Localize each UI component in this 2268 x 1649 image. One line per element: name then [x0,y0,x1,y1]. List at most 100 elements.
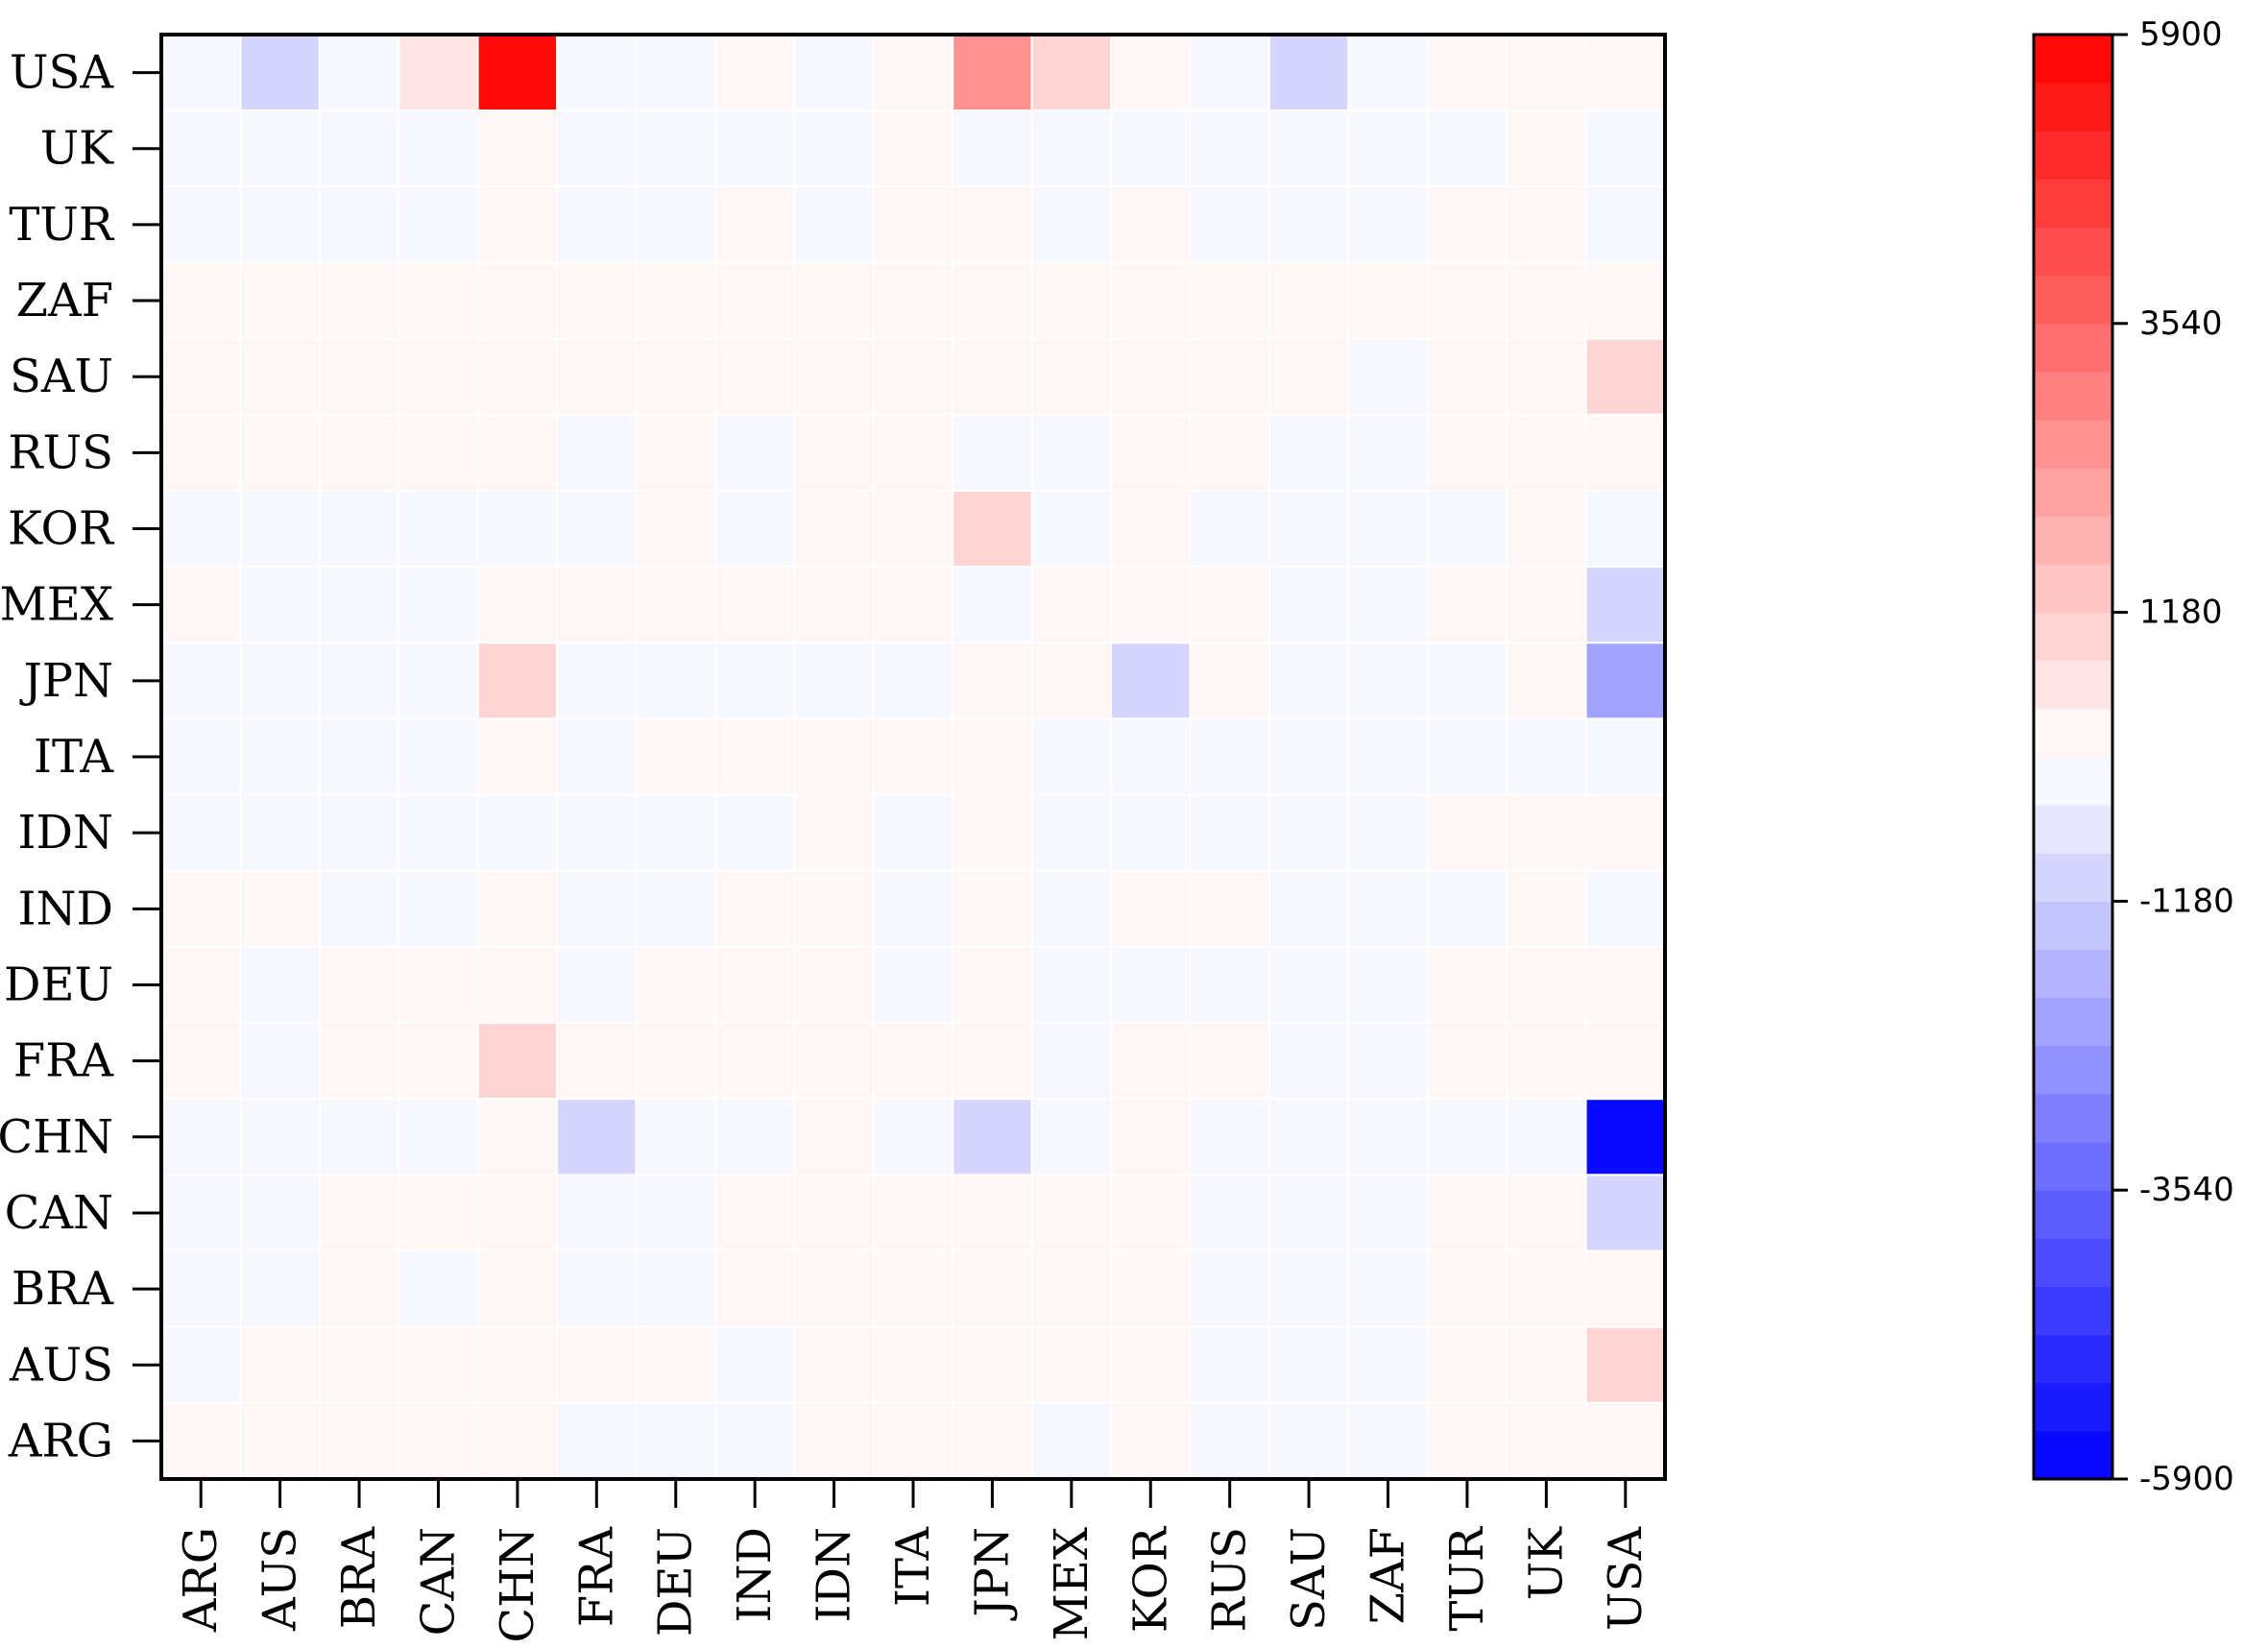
heatmap-cell-can-idn [793,1174,875,1252]
colorbar-tick-label: 3540 [2139,304,2223,343]
heatmap-cell-kor-arg [160,489,242,569]
colorbar-step [2034,323,2112,373]
x-tick-label: USA [1599,1526,1653,1631]
heatmap-cell-usa-ind [713,34,796,112]
heatmap-cell-mex-ita [872,566,954,644]
heatmap-cell-aus-uk [1506,1325,1587,1404]
heatmap-cell-uk-jpn [952,109,1033,188]
heatmap-cell-fra-tur [1426,1022,1508,1101]
heatmap-cell-fra-chn [476,1022,559,1101]
heatmap-cell-mex-kor [1110,566,1192,644]
heatmap-cell-ita-arg [160,717,242,796]
heatmap-cell-deu-mex [1030,945,1113,1025]
heatmap-cell-uk-kor [1110,109,1192,188]
heatmap-cell-jpn-uk [1506,642,1587,720]
heatmap-cell-chn-idn [793,1098,875,1176]
heatmap-cell-mex-usa [1584,566,1667,644]
heatmap-cell-ind-can [398,869,479,948]
heatmap-cell-jpn-ind [713,642,796,720]
heatmap-cell-fra-bra [318,1022,400,1101]
heatmap-cell-rus-bra [318,413,400,492]
heatmap-cell-mex-jpn [952,566,1033,644]
heatmap-cell-bra-fra [556,1249,638,1328]
heatmap-cell-aus-sau [1267,1325,1350,1404]
heatmap-cell-deu-tur [1426,945,1508,1025]
heatmap-cell-chn-usa [1584,1098,1667,1176]
heatmap-cell-arg-tur [1426,1401,1508,1481]
colorbar-step [2034,179,2112,229]
heatmap-cell-chn-ind [713,1098,796,1176]
heatmap-cell-mex-rus [1189,566,1270,644]
colorbar-step [2034,853,2112,902]
heatmap-cell-fra-ind [713,1022,796,1101]
heatmap-cell-zaf-uk [1506,261,1587,340]
heatmap-cell-ita-tur [1426,717,1508,796]
heatmap-cell-zaf-fra [556,261,638,340]
colorbar-step [2034,1382,2112,1432]
heatmap-cell-aus-fra [556,1325,638,1404]
heatmap-cell-usa-uk [1506,34,1587,112]
heatmap-cell-can-ind [713,1174,796,1252]
heatmap-cell-deu-jpn [952,945,1033,1025]
y-tick-label: JPN [18,654,113,708]
heatmap-cell-chn-bra [318,1098,400,1176]
heatmap-cell-sau-aus [239,337,321,416]
heatmap-cell-mex-sau [1267,566,1350,644]
heatmap-cell-ind-fra [556,869,638,948]
heatmap-cell-mex-chn [476,566,559,644]
heatmap-cell-ind-deu [635,869,716,948]
heatmap-cell-idn-sau [1267,793,1350,872]
heatmap-cell-sau-sau [1267,337,1350,416]
heatmap-cell-uk-chn [476,109,559,188]
colorbar-step [2034,1093,2112,1143]
heatmap-cell-fra-sau [1267,1022,1350,1101]
heatmap-cell-rus-zaf [1347,413,1429,492]
heatmap-cell-idn-uk [1506,793,1587,872]
heatmap-cell-ind-ita [872,869,954,948]
heatmap-cell-deu-deu [635,945,716,1025]
heatmap-cell-idn-bra [318,793,400,872]
heatmap-cell-mex-bra [318,566,400,644]
heatmap-cell-kor-usa [1584,489,1667,569]
heatmap-cell-sau-uk [1506,337,1587,416]
heatmap-cell-rus-can [398,413,479,492]
y-tick-label: IDN [18,806,113,860]
y-tick-label: KOR [8,502,115,556]
heatmap-cell-uk-arg [160,109,242,188]
heatmap-cell-tur-kor [1110,185,1192,264]
heatmap-cell-rus-jpn [952,413,1033,492]
x-tick-label: IND [728,1527,782,1622]
y-tick-label: UK [40,122,114,176]
heatmap-cell-chn-fra [556,1098,638,1176]
heatmap-cell-deu-kor [1110,945,1192,1025]
heatmap-cell-jpn-ita [872,642,954,720]
heatmap-cell-tur-ind [713,185,796,264]
heatmap-cell-uk-rus [1189,109,1270,188]
heatmap-cell-zaf-rus [1189,261,1270,340]
heatmap-cell-kor-fra [556,489,638,569]
heatmap-cell-mex-mex [1030,566,1113,644]
heatmap-cell-rus-usa [1584,413,1667,492]
heatmap-cell-arg-ita [872,1401,954,1481]
heatmap-cell-usa-can [398,34,479,112]
heatmap-cell-tur-usa [1584,185,1667,264]
heatmap-cell-jpn-sau [1267,642,1350,720]
heatmap-cell-kor-aus [239,489,321,569]
heatmap-cell-uk-usa [1584,109,1667,188]
heatmap-cell-deu-zaf [1347,945,1429,1025]
heatmap-cell-can-arg [160,1174,242,1252]
heatmap-cell-mex-fra [556,566,638,644]
heatmap-cell-kor-mex [1030,489,1113,569]
colorbar-step [2034,901,2112,951]
heatmap-cell-tur-aus [239,185,321,264]
heatmap-cell-ita-deu [635,717,716,796]
heatmap-cell-usa-bra [318,34,400,112]
heatmap-cell-uk-ita [872,109,954,188]
heatmap-cell-can-can [398,1174,479,1252]
heatmap-cell-chn-rus [1189,1098,1270,1176]
heatmap-cell-can-bra [318,1174,400,1252]
heatmap-cell-kor-ind [713,489,796,569]
colorbar-tick-label: 5900 [2139,15,2223,54]
colorbar-step [2034,757,2112,806]
heatmap-cell-uk-idn [793,109,875,188]
